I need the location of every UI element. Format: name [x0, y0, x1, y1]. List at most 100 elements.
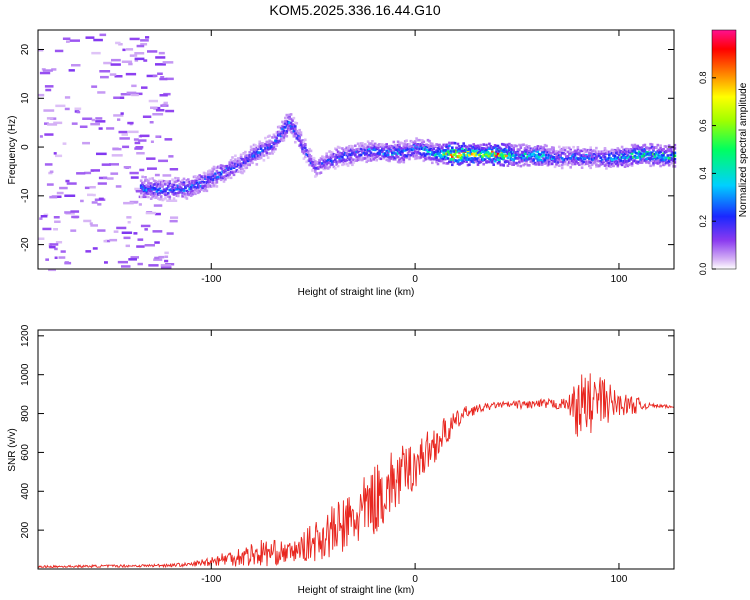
spectrogram-noise-cell — [145, 211, 156, 215]
spectrogram-cell — [356, 142, 360, 146]
spectrogram-cell — [221, 176, 224, 180]
spectrogram-cell — [522, 151, 525, 154]
spectrogram-cell — [389, 144, 393, 148]
spectrogram-cell — [161, 181, 164, 185]
spectrogram-cell — [152, 186, 156, 190]
spectrogram-cell — [294, 129, 297, 132]
spectrogram-cell — [616, 161, 620, 164]
spectrogram-cell — [345, 152, 348, 155]
spectrogram-cell — [559, 160, 562, 164]
spectrogram-cell — [249, 148, 253, 152]
spectrogram-cell — [602, 162, 605, 165]
spectrogram-cell — [580, 166, 584, 169]
spectrogram-cell — [161, 198, 164, 202]
spectrogram-cell — [503, 160, 507, 164]
spectrogram-cell — [319, 157, 323, 160]
spectrogram-cell — [622, 148, 625, 152]
spectrogram-noise-cell — [143, 59, 148, 62]
spectrogram-noise-cell — [91, 51, 101, 55]
spectrogram-cell — [197, 191, 200, 195]
spectrogram-cell — [593, 160, 597, 164]
spectrogram-cell — [239, 155, 243, 159]
spectrogram-cell — [605, 149, 608, 153]
spectrogram-cell — [408, 145, 411, 148]
spectrogram-cell — [208, 180, 211, 184]
spectrogram-cell — [562, 152, 565, 155]
spectrogram-cell — [204, 187, 207, 191]
spectrogram-cell — [540, 161, 544, 164]
spectrogram-noise-cell — [68, 69, 75, 72]
spectrogram-cell — [500, 153, 504, 156]
spectrogram-cell — [673, 143, 677, 147]
spectrogram-noise-cell — [121, 60, 133, 63]
spectrogram-cell — [509, 157, 513, 161]
spectrogram-cell — [438, 147, 441, 151]
spectrogram-cell — [354, 154, 357, 157]
spectrogram-cell — [486, 150, 490, 154]
spectrogram-cell — [636, 152, 640, 155]
spectrogram-cell — [272, 146, 276, 150]
spectrogram-cell — [516, 149, 520, 153]
spectrogram-noise-cell — [127, 221, 131, 224]
spectrogram-cell — [177, 184, 180, 188]
spectrogram-cell — [364, 152, 367, 155]
spectrogram-cell — [655, 157, 658, 161]
spectrogram-cell — [198, 185, 201, 188]
spectrogram-cell — [249, 153, 253, 157]
spectrogram-cell — [162, 190, 166, 193]
spectrogram-cell — [212, 167, 216, 171]
spectrogram-cell — [198, 174, 201, 177]
spectrogram-cell — [508, 161, 511, 165]
spectrogram-cell — [532, 157, 535, 161]
spectrogram-cell — [598, 150, 601, 154]
spectrogram-cell — [562, 158, 565, 162]
spectrogram-cell — [218, 172, 221, 176]
spectrogram-cell — [640, 158, 644, 162]
spectrogram-cell — [588, 159, 591, 162]
spectrogram-cell — [219, 176, 223, 179]
spectrogram-cell — [452, 160, 455, 164]
spectrogram-cell — [192, 181, 196, 185]
spectrogram-noise-cell — [154, 256, 160, 260]
spectrogram-cell — [482, 147, 485, 150]
spectrogram-cell — [209, 185, 213, 188]
spectrogram-cell — [286, 116, 290, 119]
spectrogram-cell — [583, 148, 587, 151]
spectrogram-noise-cell — [134, 52, 145, 55]
spectrogram-noise-cell — [55, 104, 66, 108]
spectrogram-cell — [401, 147, 404, 151]
spectrogram-cell — [222, 175, 226, 179]
spectrogram-cell — [612, 154, 615, 157]
spectrogram-cell — [375, 145, 378, 148]
spectrogram-cell — [288, 124, 291, 128]
spectrogram-cell — [646, 147, 650, 150]
spectrogram-cell — [499, 153, 503, 156]
spectrogram-cell — [399, 153, 403, 156]
spectrogram-cell — [513, 151, 517, 154]
spectrogram-cell — [479, 155, 483, 158]
spectrogram-cell — [304, 138, 307, 142]
spectrogram-cell — [620, 156, 624, 159]
spectrogram-cell — [308, 147, 311, 151]
spectrogram-cell — [181, 195, 184, 198]
spectrogram-cell — [632, 159, 635, 163]
spectrogram-cell — [195, 178, 199, 182]
spectrogram-noise-cell — [162, 61, 174, 64]
spectrogram-cell — [386, 146, 390, 150]
spectrogram-cell — [224, 165, 227, 168]
spectrogram-cell — [609, 165, 612, 168]
spectrogram-noise-cell — [54, 247, 58, 251]
spectrogram-noise-cell — [111, 58, 121, 62]
spectrogram-cell — [500, 163, 504, 166]
spectrogram-noise-cell — [95, 117, 103, 120]
spectrogram-cell — [606, 150, 610, 154]
spectrogram-cell — [451, 155, 454, 158]
spectrogram-cell — [485, 148, 488, 152]
spectrogram-cell — [375, 158, 378, 162]
spectrogram-cell — [600, 160, 604, 164]
spectrogram-cell — [539, 153, 543, 157]
spectrogram-cell — [532, 159, 535, 162]
spectrogram-cell — [529, 160, 533, 163]
spectrogram-cell — [286, 114, 290, 118]
